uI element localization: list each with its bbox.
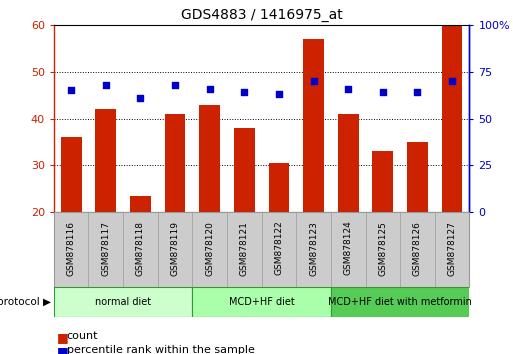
Point — [344, 86, 352, 91]
Title: GDS4883 / 1416975_at: GDS4883 / 1416975_at — [181, 8, 343, 22]
Text: MCD+HF diet with metformin: MCD+HF diet with metformin — [328, 297, 472, 307]
Bar — [303, 39, 324, 212]
Bar — [331, 287, 469, 317]
Bar — [54, 287, 192, 317]
Bar — [199, 104, 220, 212]
Point — [206, 86, 214, 91]
Text: GSM878126: GSM878126 — [413, 221, 422, 275]
Point — [275, 91, 283, 97]
Text: GSM878124: GSM878124 — [344, 221, 353, 275]
Bar — [130, 196, 151, 212]
Text: GSM878118: GSM878118 — [136, 221, 145, 275]
Text: GSM878127: GSM878127 — [447, 221, 457, 275]
Bar — [95, 109, 116, 212]
Text: ■: ■ — [56, 331, 68, 344]
Bar — [234, 128, 254, 212]
Bar — [268, 163, 289, 212]
Bar — [165, 114, 185, 212]
Text: count: count — [67, 331, 98, 341]
Point — [240, 90, 248, 95]
Text: percentile rank within the sample: percentile rank within the sample — [67, 345, 254, 354]
Text: GSM878120: GSM878120 — [205, 221, 214, 275]
Text: GSM878122: GSM878122 — [274, 221, 284, 275]
Text: normal diet: normal diet — [95, 297, 151, 307]
Point — [448, 78, 456, 84]
Text: GSM878117: GSM878117 — [101, 221, 110, 275]
Text: GSM878121: GSM878121 — [240, 221, 249, 275]
Point — [309, 78, 318, 84]
Text: GSM878123: GSM878123 — [309, 221, 318, 275]
Text: GSM878125: GSM878125 — [378, 221, 387, 275]
Bar — [442, 25, 462, 212]
Text: GSM878116: GSM878116 — [67, 221, 76, 275]
Point — [171, 82, 179, 88]
Point — [136, 95, 145, 101]
Bar — [407, 142, 428, 212]
Point — [413, 90, 422, 95]
Text: protocol ▶: protocol ▶ — [0, 297, 51, 307]
Point — [102, 82, 110, 88]
Text: GSM878119: GSM878119 — [170, 221, 180, 275]
Bar — [372, 152, 393, 212]
Bar — [61, 137, 82, 212]
Bar — [192, 287, 331, 317]
Point — [67, 87, 75, 93]
Text: MCD+HF diet: MCD+HF diet — [229, 297, 294, 307]
Bar — [338, 114, 359, 212]
Text: ■: ■ — [56, 345, 68, 354]
Point — [379, 90, 387, 95]
